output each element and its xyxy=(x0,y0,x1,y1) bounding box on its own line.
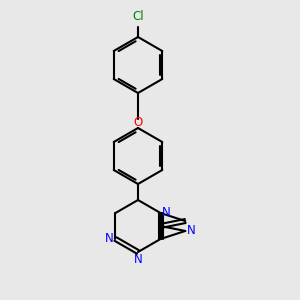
Text: Cl: Cl xyxy=(132,10,144,23)
Text: N: N xyxy=(161,206,170,220)
Text: N: N xyxy=(134,253,142,266)
Text: N: N xyxy=(105,232,113,245)
Text: N: N xyxy=(187,224,196,238)
Text: O: O xyxy=(134,116,142,130)
